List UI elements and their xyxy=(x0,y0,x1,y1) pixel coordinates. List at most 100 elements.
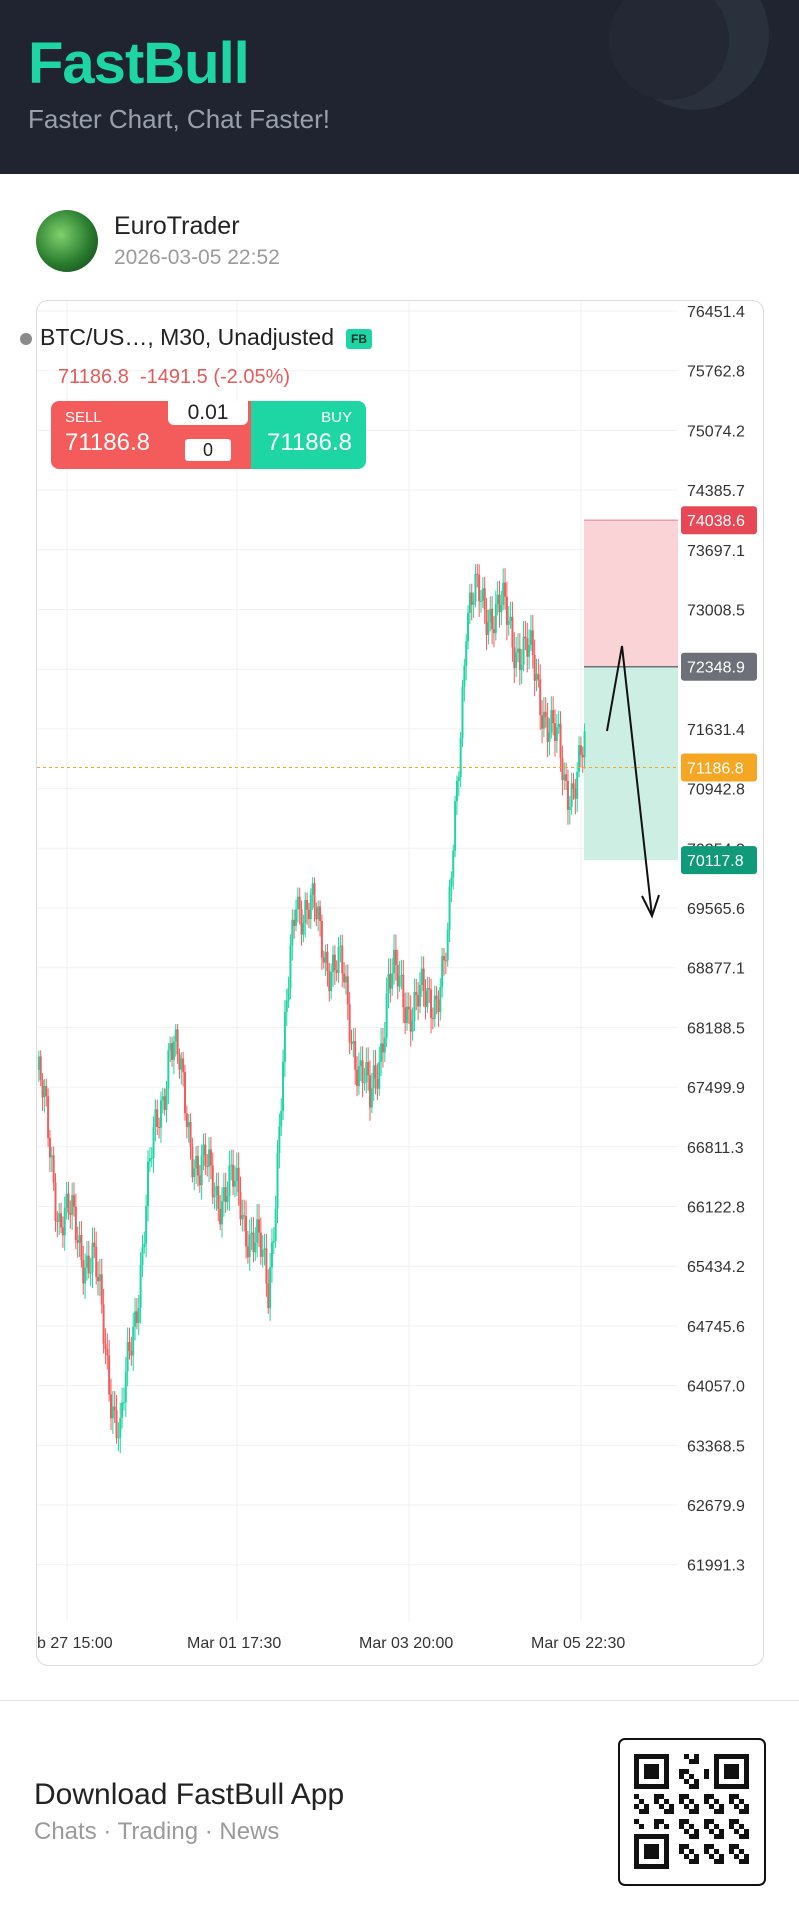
candle-body xyxy=(522,636,525,665)
qr-module xyxy=(734,1819,739,1824)
candle-body xyxy=(330,972,333,992)
candle-body xyxy=(287,987,290,1001)
candle-body xyxy=(259,1232,262,1257)
candle-body xyxy=(246,1246,249,1258)
qr-module xyxy=(644,1804,649,1809)
candle-body xyxy=(398,976,401,987)
candle-body xyxy=(415,992,418,996)
y-tick-label: 74385.7 xyxy=(687,483,745,500)
avatar[interactable] xyxy=(36,210,98,272)
download-title[interactable]: Download FastBull App xyxy=(34,1778,345,1811)
qr-module xyxy=(694,1779,699,1784)
candle-body xyxy=(78,1234,81,1243)
candle-body xyxy=(376,1078,379,1089)
candle-body xyxy=(559,723,562,758)
chart-card[interactable]: 76451.4 75762.8 75074.2 74385.7 73697.1 73008… xyxy=(36,300,764,1666)
candle-body xyxy=(533,655,536,681)
candle-body xyxy=(494,603,497,634)
candle-body xyxy=(182,1058,185,1073)
candle-body xyxy=(478,574,481,602)
symbol-line[interactable]: BTC/US…, M30, Unadjusted FB xyxy=(20,324,373,351)
candle-body xyxy=(289,945,292,988)
candle-body xyxy=(328,971,331,992)
candle-body xyxy=(498,594,501,613)
candle-body xyxy=(352,1041,355,1044)
candle-body xyxy=(156,1109,159,1128)
candle-body xyxy=(570,783,573,807)
qr-module xyxy=(639,1824,644,1829)
candle-body xyxy=(483,588,486,610)
candle-body xyxy=(385,993,388,1038)
qr-module xyxy=(714,1849,719,1854)
candle-body xyxy=(444,960,447,962)
qr-finder-core xyxy=(644,1764,659,1779)
candle-body xyxy=(307,909,310,920)
qr-module xyxy=(704,1769,709,1774)
candle-body xyxy=(61,1227,64,1236)
profit-zone xyxy=(584,666,678,861)
candle-body xyxy=(198,1175,201,1186)
candle-body xyxy=(296,896,299,910)
candle-body xyxy=(344,976,347,983)
x-tick-label: Mar 05 22:30 xyxy=(531,1635,625,1652)
candlestick-chart[interactable]: 76451.4 75762.8 75074.2 74385.7 73697.1 73008… xyxy=(37,301,763,1665)
buy-button[interactable]: BUY 71186.8 xyxy=(251,401,366,469)
candle-body xyxy=(546,717,549,742)
candle-body xyxy=(548,732,551,742)
candle-body xyxy=(85,1255,88,1268)
candle-body xyxy=(71,1195,74,1215)
candle-body xyxy=(243,1215,246,1217)
candle-body xyxy=(455,780,458,802)
candle-body xyxy=(178,1054,181,1070)
qr-finder-core xyxy=(724,1764,739,1779)
lot-size-input[interactable]: 0.01 xyxy=(168,401,248,425)
candle-body xyxy=(147,1161,149,1207)
candle-body xyxy=(73,1195,75,1207)
candle-body xyxy=(489,608,492,622)
y-tick-label: 68188.5 xyxy=(687,1020,745,1037)
candle-body xyxy=(542,711,545,729)
qr-code-icon[interactable] xyxy=(618,1738,766,1886)
qr-module xyxy=(689,1849,694,1854)
candle-body xyxy=(270,1242,273,1268)
candle-body xyxy=(454,801,457,851)
candle-body xyxy=(450,877,453,887)
candle-body xyxy=(528,644,531,657)
candle-body xyxy=(428,988,431,990)
symbol-name[interactable]: BTC/US… xyxy=(40,324,148,350)
candle-body xyxy=(313,883,316,908)
entry-price-tag-label: 72348.9 xyxy=(687,660,745,677)
candle-body xyxy=(80,1234,83,1261)
candle-body xyxy=(276,1153,279,1209)
candle-body xyxy=(539,679,542,716)
last-price: 71186.8 xyxy=(58,366,129,388)
candle-body xyxy=(152,1126,155,1159)
candle-body xyxy=(56,1221,59,1223)
candle-body xyxy=(476,573,479,575)
candle-body xyxy=(302,923,305,935)
qr-module xyxy=(739,1859,744,1864)
author-name[interactable]: EuroTrader xyxy=(114,212,240,240)
qr-module xyxy=(704,1849,709,1854)
candle-body xyxy=(67,1193,70,1213)
candle-body xyxy=(400,974,403,977)
candle-body xyxy=(322,957,325,963)
qr-module xyxy=(689,1809,694,1814)
buy-price: 71186.8 xyxy=(267,429,352,456)
qr-module xyxy=(639,1809,644,1814)
candle-body xyxy=(187,1121,190,1128)
x-tick-label: b 27 15:00 xyxy=(37,1635,113,1652)
candle-body xyxy=(372,1065,375,1089)
candle-body xyxy=(261,1250,264,1257)
qr-module xyxy=(679,1774,684,1779)
candle-body xyxy=(45,1085,48,1097)
candle-body xyxy=(154,1109,157,1127)
candle-body xyxy=(195,1155,198,1169)
quantity-input[interactable]: 0 xyxy=(185,439,231,461)
y-tick-label: 64745.6 xyxy=(687,1319,745,1336)
candle-body xyxy=(47,1096,50,1139)
candle-body xyxy=(87,1255,90,1274)
candle-body xyxy=(578,745,581,772)
qr-module xyxy=(689,1834,694,1839)
candle-body xyxy=(531,630,534,656)
